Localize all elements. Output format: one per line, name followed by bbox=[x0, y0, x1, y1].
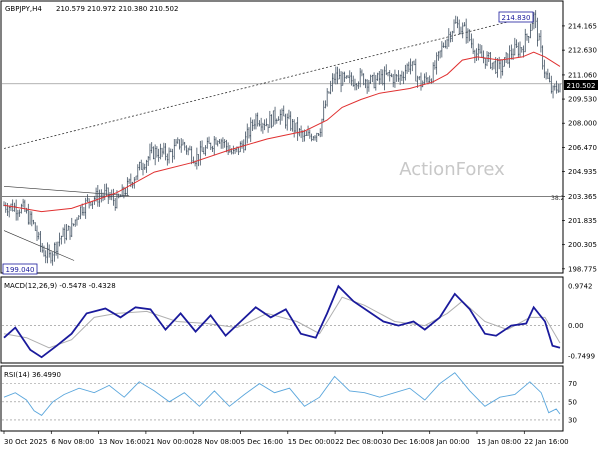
price-tick-label: 203.365 bbox=[568, 193, 597, 201]
time-tick-label: 22 Jan 16:00 bbox=[524, 438, 568, 446]
rsi-tick-label: 70 bbox=[568, 380, 577, 388]
price-tick-label: 200.305 bbox=[568, 241, 597, 249]
price-tick-label: 204.935 bbox=[568, 168, 597, 176]
price-tick-label: 201.835 bbox=[568, 217, 597, 225]
price-tick-label: 209.530 bbox=[568, 96, 597, 104]
macd-tick-label: 0.00 bbox=[568, 322, 584, 330]
time-tick-label: 15 Jan 08:00 bbox=[477, 438, 521, 446]
high-label: 214.830 bbox=[502, 14, 531, 22]
macd-tick-label: 0.9742 bbox=[568, 283, 593, 291]
macd-tick-label: -0.7499 bbox=[568, 352, 595, 360]
time-tick-label: 30 Oct 2025 bbox=[4, 438, 47, 446]
time-tick-label: 28 Nov 08:00 bbox=[193, 438, 240, 446]
time-tick-label: 5 Dec 16:00 bbox=[241, 438, 284, 446]
channel-line-lower bbox=[3, 230, 75, 261]
time-tick-label: 15 Dec 00:00 bbox=[288, 438, 335, 446]
watermark: ActionForex bbox=[399, 159, 505, 180]
current-price-tag bbox=[564, 80, 598, 90]
time-tick-label: 30 Dec 16:00 bbox=[382, 438, 429, 446]
fib-level-label: 38.2 bbox=[551, 195, 565, 202]
rsi-panel-frame bbox=[0, 365, 564, 432]
rsi-tick-label: 30 bbox=[568, 416, 577, 424]
macd-panel-frame bbox=[0, 276, 564, 364]
price-tick-label: 208.000 bbox=[568, 120, 597, 128]
low-label: 199.040 bbox=[6, 266, 35, 274]
chart-symbol: GBPJPY,H4 bbox=[5, 5, 42, 13]
price-tick-label: 212.630 bbox=[568, 47, 597, 55]
chart-ohlc: 210.579 210.972 210.380 210.502 bbox=[56, 5, 178, 13]
rsi-tick-label: 50 bbox=[568, 398, 577, 406]
low-label-box bbox=[2, 263, 38, 275]
upper-trendline bbox=[3, 15, 534, 149]
price-tick-label: 206.470 bbox=[568, 144, 597, 152]
rsi-label: RSI(14) 36.4990 bbox=[4, 371, 61, 379]
time-tick-label: 6 Nov 08:00 bbox=[51, 438, 94, 446]
macd-label: MACD(12,26,9) -0.5478 -0.4328 bbox=[4, 282, 116, 290]
price-tick-label: 214.165 bbox=[568, 22, 597, 30]
time-tick-label: 13 Nov 16:00 bbox=[99, 438, 146, 446]
macd-line bbox=[3, 284, 561, 359]
rsi-line bbox=[3, 372, 561, 416]
time-tick-label: 8 Jan 00:00 bbox=[430, 438, 470, 446]
price-panel-frame bbox=[0, 0, 564, 274]
time-tick-label: 22 Dec 08:00 bbox=[335, 438, 382, 446]
macd-signal-line bbox=[3, 296, 561, 349]
time-tick-label: 21 Nov 00:00 bbox=[146, 438, 193, 446]
price-tick-label: 198.775 bbox=[568, 265, 597, 273]
high-label-box bbox=[498, 11, 534, 23]
current-price-label: 210.502 bbox=[567, 82, 596, 90]
moving-average-line bbox=[3, 51, 561, 213]
price-tick-label: 211.060 bbox=[568, 71, 597, 79]
